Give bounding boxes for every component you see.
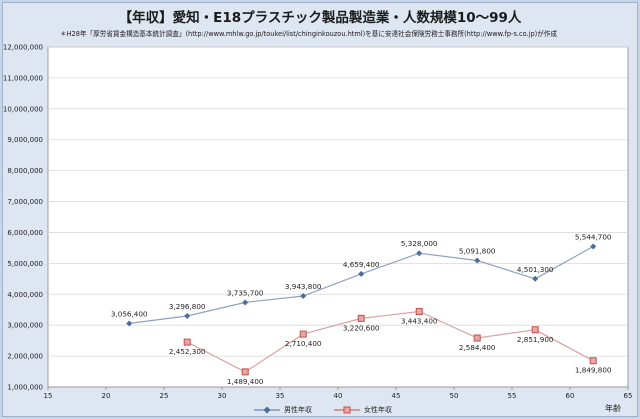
- data-point-male: [300, 293, 307, 300]
- series-line-1: [186, 310, 594, 373]
- y-tick-label: 1,000,000: [7, 384, 43, 392]
- legend-swatch-male: [254, 406, 280, 414]
- x-tick-label: 50: [450, 392, 459, 400]
- legend-label-male: 男性年収: [284, 406, 312, 414]
- data-label: 4,501,300: [517, 265, 554, 274]
- legend: 男性年収 女性年収: [254, 404, 392, 416]
- data-label: 5,091,800: [459, 247, 496, 256]
- data-label: 2,851,900: [517, 335, 554, 344]
- x-tick-label: 25: [160, 392, 169, 400]
- legend-label-female: 女性年収: [364, 406, 392, 414]
- legend-item-female: 女性年収: [334, 405, 392, 415]
- data-label: 3,056,400: [111, 309, 148, 318]
- legend-swatch-female: [334, 406, 360, 414]
- data-label: 1,489,400: [227, 377, 264, 386]
- y-tick-label: 9,000,000: [7, 136, 43, 144]
- data-label: 2,584,400: [459, 343, 496, 352]
- data-label: 2,710,400: [285, 339, 322, 348]
- x-tick-label: 15: [44, 392, 53, 400]
- data-point-male: [126, 320, 133, 327]
- data-point-female: [357, 314, 365, 322]
- data-label: 3,220,600: [343, 323, 380, 332]
- data-point-female: [241, 368, 249, 376]
- x-tick-label: 30: [218, 392, 227, 400]
- data-point-female: [415, 307, 423, 315]
- y-tick-label: 12,000,000: [3, 44, 43, 52]
- data-point-male: [532, 275, 539, 282]
- data-point-male: [184, 313, 191, 320]
- data-label: 3,443,400: [401, 316, 438, 325]
- data-label: 3,735,700: [227, 288, 264, 297]
- data-point-male: [416, 250, 423, 257]
- x-axis-label: 年齢: [605, 404, 621, 413]
- x-tick-label: 55: [508, 392, 517, 400]
- data-label: 5,328,000: [401, 239, 438, 248]
- x-tick-label: 40: [334, 392, 343, 400]
- y-tick-label: 2,000,000: [7, 353, 43, 361]
- x-tick-label: 60: [566, 392, 575, 400]
- data-label: 2,452,300: [169, 347, 206, 356]
- chart-subtitle: ＊H28年「厚労省賃金構造基本統計調査」(http://www.mhlw.go.…: [60, 30, 557, 38]
- data-point-female: [473, 334, 481, 342]
- data-point-male: [474, 257, 481, 264]
- data-point-female: [531, 326, 539, 334]
- data-label: 3,943,800: [285, 282, 322, 291]
- data-label: 4,659,400: [343, 260, 380, 269]
- data-point-female: [589, 357, 597, 365]
- y-tick-label: 4,000,000: [7, 291, 43, 299]
- data-label: 5,544,700: [575, 233, 612, 242]
- data-point-male: [242, 299, 249, 306]
- chart-title: 【年収】愛知・E18プラスチック製品製造業・人数規模10～99人: [118, 10, 522, 26]
- x-tick-label: 35: [276, 392, 285, 400]
- y-tick-label: 3,000,000: [7, 322, 43, 330]
- y-tick-label: 7,000,000: [7, 198, 43, 206]
- data-point-male: [590, 243, 597, 250]
- x-tick-label: 20: [102, 392, 111, 400]
- x-tick-label: 45: [392, 392, 401, 400]
- y-tick-label: 6,000,000: [7, 229, 43, 237]
- y-tick-label: 5,000,000: [7, 260, 43, 268]
- y-tick-label: 10,000,000: [3, 105, 43, 113]
- x-tick-label: 65: [624, 392, 633, 400]
- data-point-female: [183, 338, 191, 346]
- data-point-female: [299, 330, 307, 338]
- data-label: 1,849,800: [575, 366, 612, 375]
- data-label: 3,296,800: [169, 302, 206, 311]
- legend-item-male: 男性年収: [254, 405, 312, 415]
- y-tick-label: 8,000,000: [7, 167, 43, 175]
- y-tick-label: 11,000,000: [3, 74, 43, 82]
- data-point-male: [358, 270, 365, 277]
